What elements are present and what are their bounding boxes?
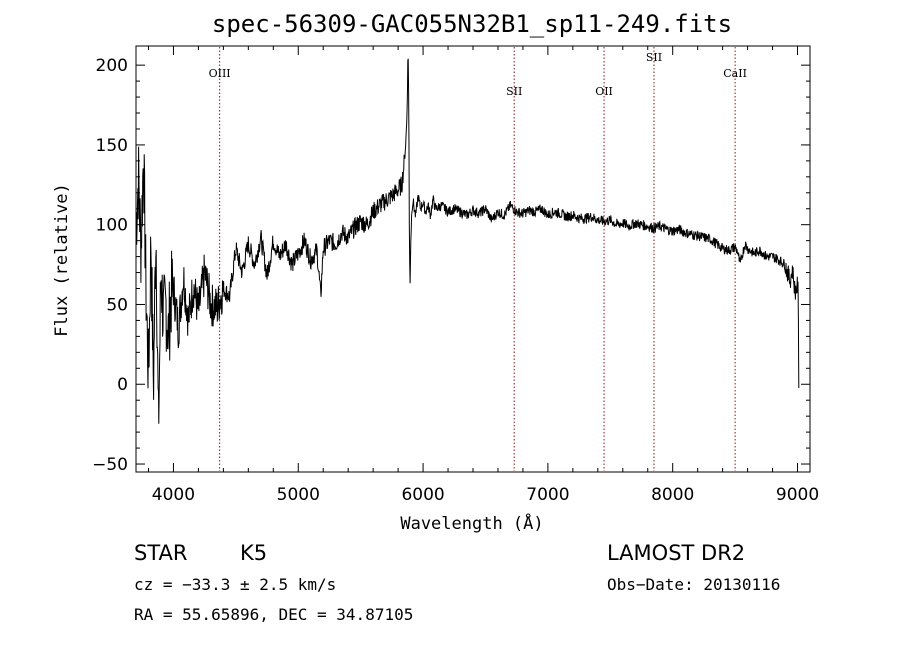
coordinates: RA = 55.65896, DEC = 34.87105	[134, 605, 413, 624]
observation-date: Obs−Date: 20130116	[607, 575, 780, 594]
x-tick-label: 6000	[401, 485, 444, 505]
y-tick-label: 0	[117, 375, 128, 395]
x-tick-label: 9000	[776, 485, 819, 505]
spectral-line-label: SII	[506, 85, 522, 98]
x-tick-label: 8000	[651, 485, 694, 505]
y-tick-label: 100	[96, 216, 128, 236]
y-tick-label: 150	[96, 136, 128, 156]
redshift-velocity: cz = −33.3 ± 2.5 km/s	[134, 575, 336, 594]
x-tick-label: 4000	[152, 485, 195, 505]
y-tick-label: 200	[96, 56, 128, 76]
spectral-line-label: SII	[646, 51, 662, 64]
chart-title: spec-56309-GAC055N32B1_sp11-249.fits	[212, 10, 732, 38]
plot-area: 4000 5000 6000 7000 8000 9000 −50 0 50 100 150 200 O…	[92, 45, 819, 505]
plot-frame	[135, 45, 811, 473]
x-axis-label: Wavelength (Å)	[400, 512, 543, 534]
spectral-line-label: OIII	[209, 67, 231, 80]
survey-name: LAMOST DR2	[607, 541, 745, 565]
object-subclass: K5	[240, 541, 267, 565]
spectral-line-label: OII	[595, 85, 613, 98]
y-axis-label: Flux (relative)	[52, 183, 72, 337]
spectrum-line	[135, 58, 800, 424]
y-tick-label: −50	[92, 455, 128, 475]
y-tick-label: 50	[106, 295, 128, 315]
spectral-line-label: CaII	[723, 67, 747, 80]
object-class: STAR	[134, 541, 187, 565]
x-tick-label: 5000	[277, 485, 320, 505]
x-tick-label: 7000	[526, 485, 569, 505]
